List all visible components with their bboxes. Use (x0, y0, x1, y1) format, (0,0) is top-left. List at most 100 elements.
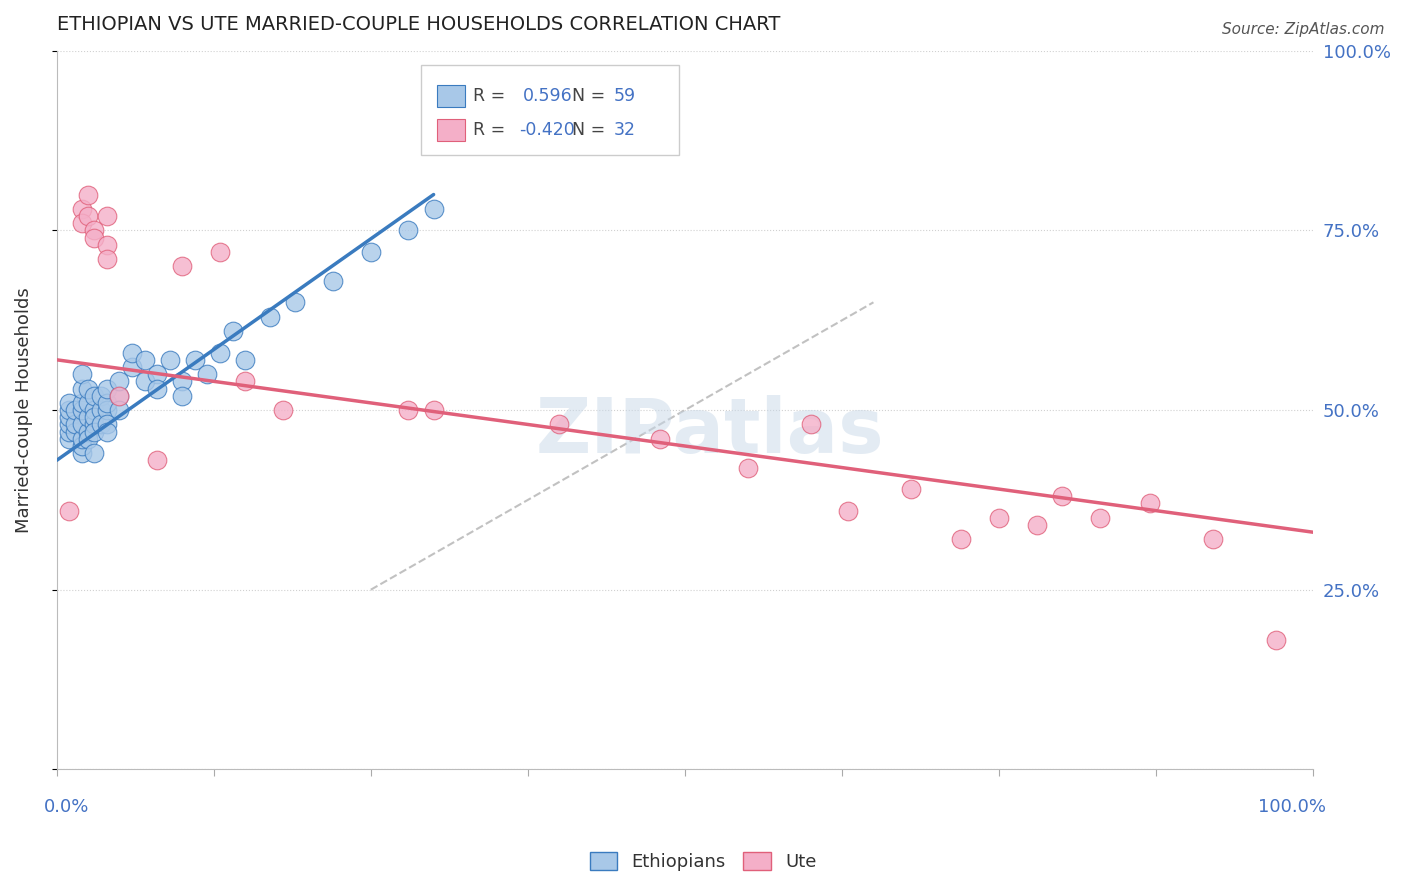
Point (70, 446, 93, 460)
Point (398, 403, 420, 417)
Point (208, 245, 231, 260)
Point (1264, 633, 1286, 648)
Point (58, 417, 80, 432)
Point (121, 345, 143, 359)
Point (65, 425, 87, 439)
Point (77, 425, 100, 439)
Point (77, 382, 100, 396)
Point (70, 382, 93, 396)
Point (90, 389, 112, 403)
Point (70, 432, 93, 446)
Point (1088, 511, 1111, 525)
Point (58, 425, 80, 439)
Text: N =: N = (572, 87, 605, 105)
Text: ZIPatlas: ZIPatlas (536, 394, 884, 468)
Y-axis label: Married-couple Households: Married-couple Households (15, 287, 32, 533)
Point (233, 352, 256, 367)
Point (58, 410, 80, 425)
Point (221, 324, 243, 338)
Point (77, 187, 100, 202)
Point (96, 237, 118, 252)
Point (121, 359, 143, 374)
Text: 100.0%: 100.0% (1258, 798, 1326, 816)
Point (284, 295, 307, 310)
Point (184, 352, 207, 367)
Point (70, 202, 93, 216)
Point (172, 375, 194, 389)
Text: 32: 32 (613, 121, 636, 139)
Point (208, 345, 231, 359)
Point (134, 375, 156, 389)
Legend: Ethiopians, Ute: Ethiopians, Ute (582, 845, 824, 879)
FancyBboxPatch shape (437, 86, 465, 107)
Text: Source: ZipAtlas.com: Source: ZipAtlas.com (1222, 22, 1385, 37)
Point (259, 310, 281, 324)
Point (90, 417, 112, 432)
Point (58, 432, 80, 446)
Point (83, 417, 105, 432)
Point (422, 403, 444, 417)
Text: ETHIOPIAN VS UTE MARRIED-COUPLE HOUSEHOLDS CORRELATION CHART: ETHIOPIAN VS UTE MARRIED-COUPLE HOUSEHOL… (56, 15, 780, 34)
Point (134, 352, 156, 367)
FancyBboxPatch shape (437, 120, 465, 141)
Point (900, 482, 922, 496)
Point (1139, 496, 1161, 510)
Point (77, 410, 100, 425)
Point (83, 223, 105, 237)
Point (96, 425, 118, 439)
Point (70, 403, 93, 417)
Point (70, 396, 93, 410)
Point (422, 202, 444, 216)
Point (96, 396, 118, 410)
Point (800, 417, 823, 432)
Point (271, 403, 294, 417)
Point (96, 417, 118, 432)
Point (108, 389, 131, 403)
Point (96, 403, 118, 417)
Point (77, 396, 100, 410)
Point (77, 209, 100, 223)
Point (65, 403, 87, 417)
Text: N =: N = (572, 121, 605, 139)
Point (96, 252, 118, 267)
Point (146, 367, 169, 381)
Point (108, 403, 131, 417)
Point (1025, 518, 1047, 533)
Point (233, 375, 256, 389)
Point (83, 389, 105, 403)
Point (108, 389, 131, 403)
Point (146, 453, 169, 467)
Point (96, 209, 118, 223)
Point (398, 223, 420, 237)
Point (58, 504, 80, 518)
Point (70, 216, 93, 230)
Point (197, 367, 219, 381)
FancyBboxPatch shape (420, 65, 679, 155)
Point (90, 403, 112, 417)
Point (70, 439, 93, 453)
Text: 0.596: 0.596 (523, 87, 572, 105)
Point (159, 352, 181, 367)
Point (108, 375, 131, 389)
Point (322, 274, 344, 288)
Point (83, 446, 105, 460)
Text: 59: 59 (613, 87, 636, 105)
Text: 0.0%: 0.0% (44, 798, 90, 816)
Point (648, 432, 671, 446)
Point (77, 432, 100, 446)
Point (83, 425, 105, 439)
Text: -0.420: -0.420 (519, 121, 575, 139)
Text: R =: R = (472, 121, 510, 139)
Point (58, 396, 80, 410)
Point (83, 403, 105, 417)
Point (950, 533, 973, 547)
Text: R =: R = (472, 87, 516, 105)
Point (65, 417, 87, 432)
Point (58, 403, 80, 417)
Point (70, 417, 93, 432)
Point (548, 417, 571, 432)
Point (1050, 489, 1073, 503)
Point (172, 389, 194, 403)
Point (360, 245, 382, 260)
Point (146, 382, 169, 396)
